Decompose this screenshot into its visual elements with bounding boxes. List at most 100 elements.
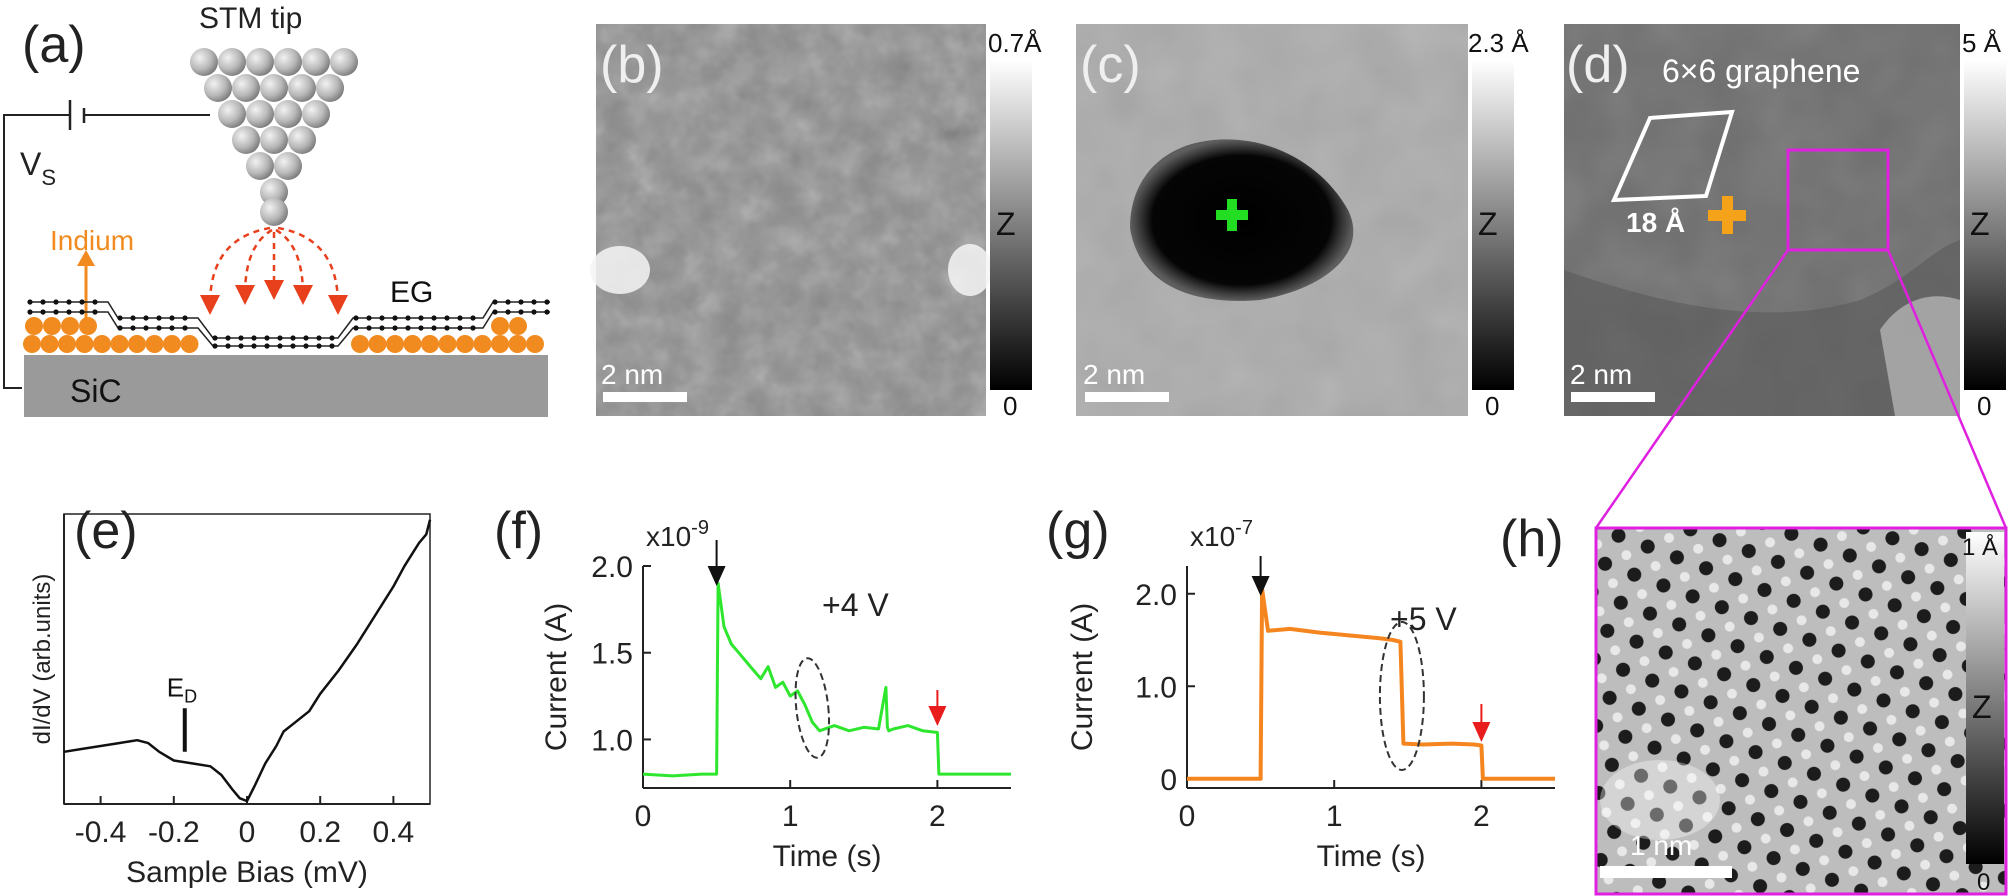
- tip-atom: [246, 152, 274, 180]
- graphene-atom: [53, 309, 59, 315]
- graphene-atom: [212, 335, 218, 341]
- x-axis-label: Sample Bias (mV): [126, 856, 368, 889]
- y-tick-label: 1.5: [591, 638, 633, 671]
- unit-cell-outline: [1610, 109, 1735, 203]
- transition-ellipse: [794, 657, 831, 759]
- graphene-atom: [392, 315, 398, 321]
- sic-substrate: [24, 355, 548, 417]
- graphene-atom: [169, 325, 175, 331]
- shadow-region: [1564, 240, 1960, 416]
- graphene-atom: [277, 343, 283, 349]
- graphene-atom: [353, 315, 359, 321]
- x-axis-label: Time (s): [773, 840, 882, 873]
- graphene-atom: [66, 309, 72, 315]
- dirac-point-label: ED: [167, 673, 197, 707]
- indium-atom: [351, 335, 369, 353]
- scalebar-c: [1085, 392, 1169, 402]
- end-arrow-head: [928, 706, 947, 726]
- bright-feature: [590, 246, 650, 294]
- graphene-atom: [518, 299, 524, 305]
- x-tick-label: 0: [1179, 800, 1196, 833]
- graphene-atom: [130, 315, 136, 321]
- colorbar-d-min: 0: [1977, 391, 1991, 421]
- graphene-atom: [27, 299, 33, 305]
- graphene-atom: [92, 299, 98, 305]
- graphene-atom: [444, 325, 450, 331]
- indium-atom: [473, 335, 492, 353]
- graphene-atom: [40, 309, 46, 315]
- panel-e-label: (e): [74, 502, 138, 560]
- tip-atom: [246, 100, 274, 128]
- chart-f: 0 1 2 1.0 1.5 2.0 Time (s) Current (A) (f) x10-9 +…: [494, 502, 1011, 873]
- sic-label: SiC: [70, 373, 122, 409]
- panel-d: (d) 6×6 graphene 18 Å 2 nm 5 Å Z 0: [1564, 24, 2008, 529]
- graphene-atom: [431, 315, 437, 321]
- zoom-region-box: [1786, 148, 1890, 252]
- indium-atom: [163, 335, 181, 353]
- stm-tip: [190, 48, 358, 226]
- colorbar-b: [990, 60, 1032, 390]
- y-axis-label: Current (A): [540, 603, 573, 751]
- indium-atom: [421, 335, 439, 353]
- colorbar-c: [1472, 60, 1514, 390]
- x-axis-label: Time (s): [1317, 840, 1426, 873]
- indium-atom: [438, 335, 457, 353]
- series-line: [642, 581, 1011, 778]
- x-tick-label: 1: [782, 800, 799, 833]
- graphene-atom: [169, 315, 175, 321]
- indium-atom: [75, 335, 94, 353]
- x-tick-label: 0.2: [299, 816, 341, 849]
- graphene-atom: [316, 335, 322, 341]
- colorbar-b-max: 0.7Å: [988, 28, 1042, 58]
- graphene-atom: [518, 309, 524, 315]
- tip-atom: [260, 126, 288, 154]
- graphene-atom: [457, 315, 463, 321]
- panel-c: (c) 2 nm 2.3 Å Z 0: [1076, 24, 1529, 421]
- graphene-atom: [143, 315, 149, 321]
- scalebar-b-text: 2 nm: [601, 359, 663, 390]
- graphene-atom: [156, 315, 162, 321]
- tip-atom: [232, 74, 260, 102]
- colorbar-h: [1966, 532, 2004, 864]
- colorbar-b-min: 0: [1003, 391, 1017, 421]
- panel-h: (h) 1 Å Z 0 1 nm: [1500, 510, 2008, 896]
- graphene-atom: [492, 299, 498, 305]
- atomic-lattice-image: [1596, 528, 2006, 894]
- panel-g-label: (g): [1046, 502, 1110, 560]
- graphene-atom: [431, 325, 437, 331]
- y-tick-label: 2.0: [1135, 579, 1177, 612]
- stm-image-b-texture: [596, 24, 986, 416]
- x-tick-label: 0.4: [373, 816, 415, 849]
- graphene-atom: [290, 343, 296, 349]
- y-axis-label: Current (A): [1066, 603, 1099, 751]
- scalebar-h-text: 1 nm: [1630, 830, 1692, 861]
- eg-label: EG: [390, 276, 433, 309]
- graphene-atom: [79, 309, 85, 315]
- scalebar-b: [603, 392, 687, 402]
- circuit-wire-left: [3, 114, 70, 389]
- graphene-atom: [492, 309, 498, 315]
- y-tick-label: 1.0: [591, 724, 633, 757]
- tunnel-arrow: [200, 226, 271, 315]
- graphene-atom: [182, 325, 188, 331]
- tip-atom: [190, 48, 218, 76]
- x-tick-label: 2: [929, 800, 946, 833]
- bias-annotation: +4 V: [822, 587, 889, 623]
- y-exponent-label: x10-7: [1190, 517, 1253, 552]
- tip-atom: [330, 48, 358, 76]
- colorbar-d: [1964, 60, 2006, 390]
- graphene-atom: [366, 315, 372, 321]
- indium-atom: [40, 335, 59, 353]
- indium-atom: [491, 335, 509, 353]
- tip-apex-atom: [260, 198, 288, 226]
- graphene-atom: [264, 343, 270, 349]
- start-arrow-head: [707, 566, 726, 586]
- colorbar-h-axis: Z: [1972, 689, 1992, 725]
- x-tick-label: 1: [1326, 800, 1343, 833]
- indium-atom: [43, 317, 61, 335]
- indium-atom: [456, 335, 474, 353]
- graphene-atom: [212, 343, 218, 349]
- graphene-atom: [40, 299, 46, 305]
